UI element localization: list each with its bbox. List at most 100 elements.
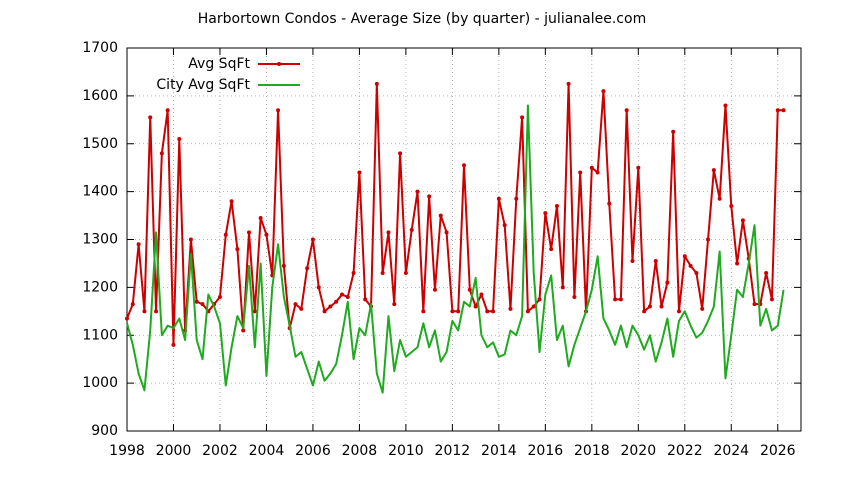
point: [328, 304, 333, 309]
point: [130, 302, 135, 307]
point: [607, 201, 612, 206]
point: [223, 232, 228, 237]
x-tick-label: 2020: [620, 443, 656, 459]
point: [520, 115, 525, 120]
point: [491, 309, 496, 314]
point: [345, 294, 350, 299]
point: [537, 297, 542, 302]
point: [595, 170, 600, 175]
point: [473, 304, 478, 309]
point: [549, 247, 554, 252]
point: [485, 309, 490, 314]
point: [682, 254, 687, 259]
point: [618, 297, 623, 302]
point: [305, 266, 310, 271]
point: [276, 108, 281, 113]
point: [775, 108, 780, 113]
y-tick-label: 1500: [82, 136, 118, 152]
x-tick-label: 2006: [295, 443, 331, 459]
point: [543, 211, 548, 216]
x-tick-label: 2014: [481, 443, 517, 459]
point: [462, 163, 466, 168]
point: [578, 170, 583, 175]
point: [171, 342, 176, 347]
point: [154, 309, 159, 314]
point: [740, 218, 745, 223]
y-tick-label: 1000: [82, 375, 118, 391]
point: [403, 271, 408, 276]
point: [769, 297, 774, 302]
point: [252, 309, 257, 314]
point: [676, 309, 681, 314]
legend-marker: [277, 62, 281, 66]
point: [194, 299, 199, 304]
point: [496, 196, 501, 201]
point: [642, 309, 647, 314]
point: [125, 316, 129, 321]
point: [415, 189, 420, 194]
point: [717, 196, 722, 201]
plot-frame: [126, 47, 802, 432]
point: [560, 285, 565, 290]
point: [514, 196, 519, 201]
point: [688, 263, 693, 268]
point: [409, 227, 414, 232]
x-tick-label: 2008: [342, 443, 378, 459]
x-tick-label: 2002: [202, 443, 238, 459]
point: [159, 151, 164, 156]
point: [432, 287, 437, 292]
point: [357, 170, 362, 175]
point: [310, 237, 315, 242]
point: [601, 89, 606, 94]
legend-label: Avg SqFt: [188, 56, 250, 72]
x-tick-label: 2012: [435, 443, 471, 459]
point: [479, 292, 484, 297]
point: [624, 108, 629, 113]
point: [142, 309, 147, 314]
point: [752, 302, 757, 307]
point: [188, 237, 193, 242]
series-line: [126, 104, 785, 394]
point: [659, 304, 664, 309]
x-tick-label: 2022: [667, 443, 703, 459]
y-tick-label: 900: [91, 423, 118, 439]
point: [671, 129, 676, 134]
point: [339, 292, 344, 297]
point: [525, 309, 530, 314]
point: [281, 263, 286, 268]
point: [467, 287, 472, 292]
point: [647, 304, 652, 309]
point: [363, 297, 368, 302]
point: [177, 136, 182, 141]
point: [694, 271, 699, 276]
y-tick-label: 1100: [82, 327, 118, 343]
point: [386, 230, 391, 235]
point: [427, 194, 432, 199]
point: [566, 81, 571, 86]
point: [729, 203, 734, 208]
chart-title: Harbortown Condos - Average Size (by qua…: [198, 11, 646, 27]
point: [450, 309, 455, 314]
x-tick-label: 2004: [249, 443, 285, 459]
point: [723, 103, 728, 108]
point: [241, 328, 246, 333]
point: [165, 108, 170, 113]
point: [531, 304, 536, 309]
point: [392, 302, 397, 307]
point: [374, 81, 379, 86]
point: [554, 203, 559, 208]
point: [706, 237, 711, 242]
point: [293, 302, 298, 307]
point: [665, 280, 670, 285]
y-tick-label: 1300: [82, 232, 118, 248]
point: [316, 285, 321, 290]
point: [322, 309, 327, 314]
x-tick-label: 2010: [388, 443, 424, 459]
point: [398, 151, 403, 156]
point: [456, 309, 461, 314]
point: [764, 271, 769, 276]
point: [613, 297, 618, 302]
point: [711, 168, 716, 173]
